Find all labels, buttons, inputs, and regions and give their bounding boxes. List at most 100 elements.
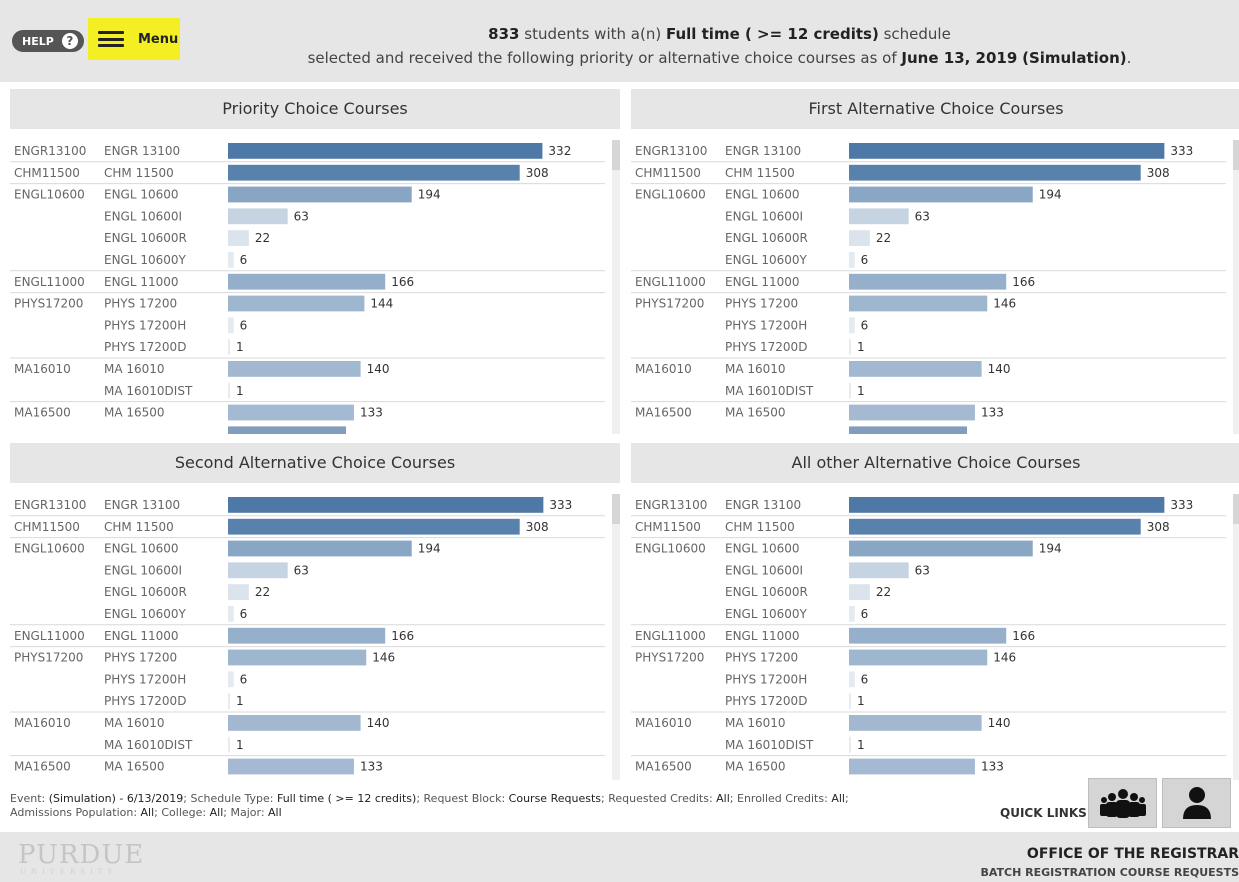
course-label: ENGL 10600R [104,231,187,245]
bar[interactable] [849,649,988,666]
bar[interactable] [228,497,544,513]
bar[interactable] [849,540,1033,557]
bar[interactable] [849,361,982,377]
scrollbar-thumb[interactable] [1233,494,1239,524]
bar[interactable] [228,295,365,312]
chart-scroll-area[interactable]: ENGR13100 ENGR 13100 333 CHM11500 CHM 11500 3… [10,494,620,780]
menu-label: Menu [138,31,179,47]
bar[interactable] [849,295,988,312]
course-label: PHYS 17200H [104,672,186,686]
bar-value-label: 146 [372,651,395,665]
help-button[interactable]: HELP ? [12,30,84,52]
bar[interactable] [228,317,234,334]
bar[interactable] [228,208,288,225]
bar[interactable] [849,715,982,731]
bar[interactable] [228,649,367,666]
course-label: MA 16010DIST [104,738,193,752]
bar[interactable] [228,361,361,377]
bar[interactable] [849,208,909,225]
course-label: MA 16010DIST [725,738,814,752]
bar[interactable] [228,339,230,355]
bar[interactable] [228,671,234,688]
bar[interactable] [228,230,249,246]
bar-value-label: 133 [360,760,383,774]
bar[interactable] [849,186,1033,203]
bar-value-label: 133 [360,406,383,420]
bar[interactable] [849,404,975,421]
bar[interactable] [849,382,851,399]
bar[interactable] [228,518,520,535]
bar[interactable] [849,627,1007,644]
bar-value-label: 308 [1147,166,1170,180]
bar[interactable] [849,693,851,709]
bar-value-label: 1 [857,738,865,752]
course-label: ENGL 10600I [725,563,803,577]
filter-label: ; Major: [223,806,269,819]
quick-link-student-button[interactable] [1162,778,1231,828]
menu-button[interactable]: Menu [88,18,180,60]
bar-value-label: 140 [367,362,390,376]
bar[interactable] [849,497,1165,513]
course-label: ENGL 11000 [725,629,800,643]
bar[interactable] [849,273,1007,290]
bar[interactable] [849,317,855,334]
bar[interactable] [849,252,855,268]
course-label: ENGR 13100 [104,144,180,158]
bar[interactable] [228,715,361,731]
bar-value-label: 333 [549,498,572,512]
bar[interactable] [228,404,354,421]
bar[interactable] [849,606,855,622]
scrollbar[interactable] [612,140,620,434]
scrollbar[interactable] [612,494,620,780]
summary-text: schedule [878,25,951,43]
scrollbar-thumb[interactable] [612,140,620,170]
quick-link-students-button[interactable] [1088,778,1157,828]
bar-value-label: 140 [367,716,390,730]
bar[interactable] [849,339,851,355]
bar[interactable] [228,693,230,709]
chart-scroll-area[interactable]: ENGR13100 ENGR 13100 333 CHM11500 CHM 11500 3… [631,140,1239,434]
header-band: HELP ? Menu 833 students with a(n) Full … [0,0,1239,82]
bar[interactable] [228,540,412,557]
bar[interactable] [849,164,1141,181]
course-label: PHYS 17200H [104,318,186,332]
bar[interactable] [849,736,851,753]
bar[interactable] [228,252,234,268]
scrollbar-thumb[interactable] [612,494,620,524]
course-group-label: CHM11500 [635,166,701,180]
filter-value: Full time ( >= 12 credits) [276,792,417,805]
bar[interactable] [228,273,386,290]
bar[interactable] [228,164,520,181]
bar[interactable] [849,518,1141,535]
bar-value-label: 140 [988,362,1011,376]
bar[interactable] [849,230,870,246]
bar[interactable] [849,143,1165,159]
bar[interactable] [228,736,230,753]
bar[interactable] [849,758,975,775]
scrollbar[interactable] [1233,140,1239,434]
bar[interactable] [228,143,543,159]
course-group-label: ENGL10600 [14,542,85,556]
bar[interactable] [228,186,412,203]
bar-value-label: 166 [391,629,414,643]
bar[interactable] [228,627,386,644]
bar[interactable] [228,562,288,579]
chart-scroll-area[interactable]: ENGR13100 ENGR 13100 332 CHM11500 CHM 11500 3… [10,140,620,434]
panel-title: All other Alternative Choice Courses [631,443,1239,483]
bar[interactable] [228,758,354,775]
bar[interactable] [228,382,230,399]
bar[interactable] [849,562,909,579]
chart-scroll-area[interactable]: ENGR13100 ENGR 13100 333 CHM11500 CHM 11500 3… [631,494,1239,780]
bar[interactable] [849,584,870,600]
bar[interactable] [228,584,249,600]
bar-value-label: 133 [981,406,1004,420]
scrollbar[interactable] [1233,494,1239,780]
quick-links-label: QUICK LINKS [1000,806,1087,820]
event-name: (Simulation) [1022,49,1127,67]
filter-value: All [140,806,155,819]
course-label: ENGL 10600R [104,585,187,599]
scrollbar-thumb[interactable] [1233,140,1239,170]
bar-value-label: 194 [418,542,441,556]
bar[interactable] [849,671,855,688]
bar[interactable] [228,606,234,622]
